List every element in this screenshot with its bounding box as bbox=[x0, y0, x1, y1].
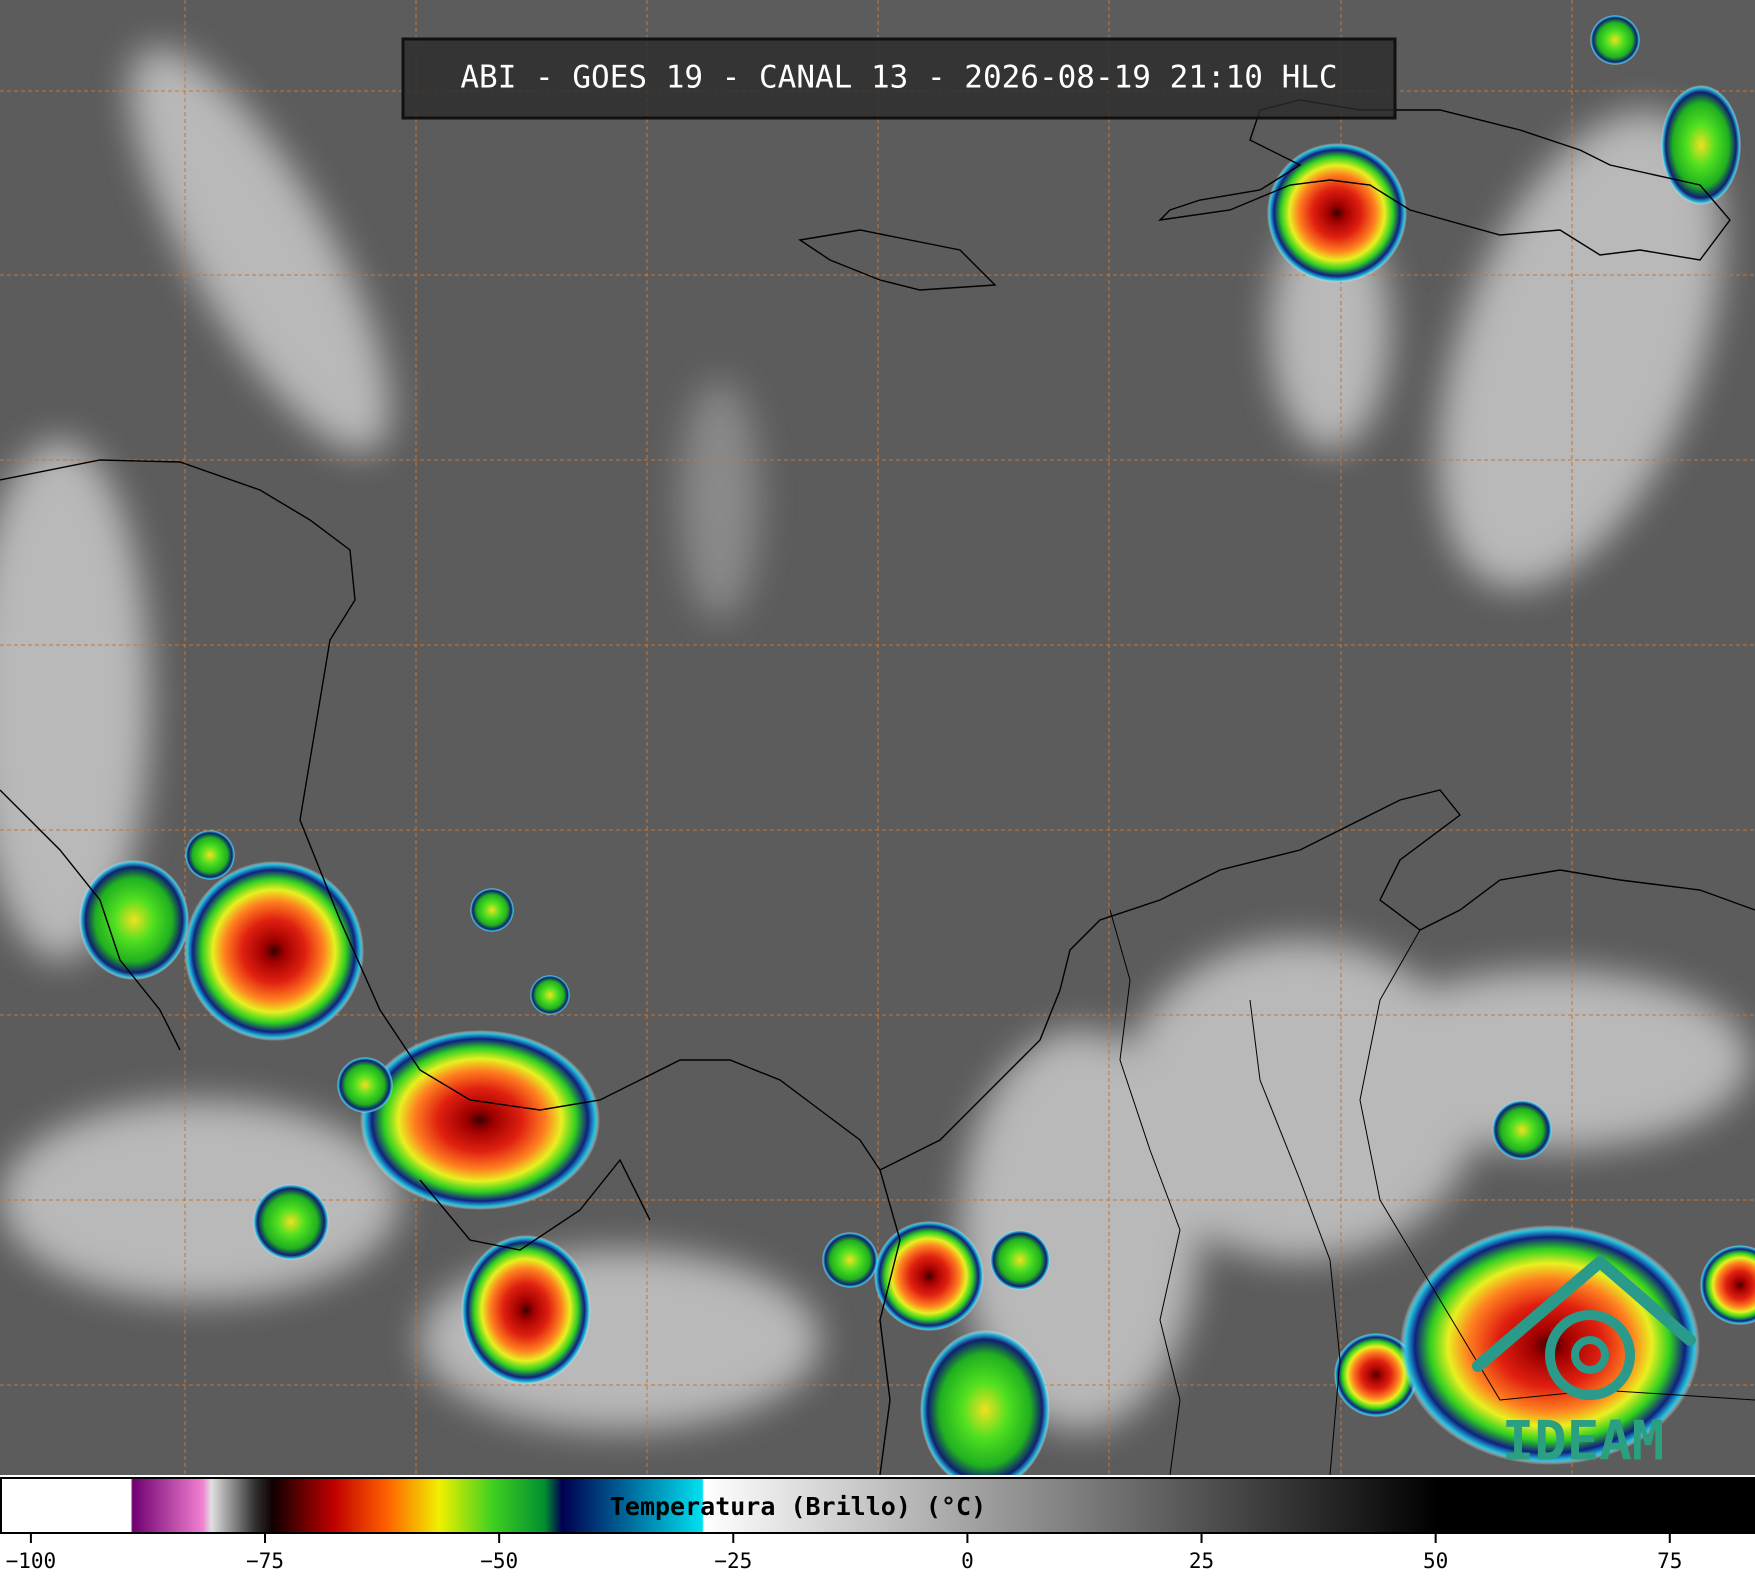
lat-lon-grid bbox=[0, 0, 1755, 1475]
tick-label: 0 bbox=[961, 1549, 974, 1573]
tick-label: 50 bbox=[1423, 1549, 1448, 1573]
logo: IDEAM bbox=[1472, 1254, 1696, 1473]
colorbar bbox=[0, 1477, 1755, 1534]
colorbar-label: Temperatura (Brillo) (°C) bbox=[610, 1492, 986, 1521]
tick-label: −100 bbox=[6, 1549, 57, 1573]
title-box: ABI - GOES 19 - CANAL 13 - 2026-08-19 21… bbox=[401, 37, 1397, 120]
tick-label: −25 bbox=[714, 1549, 752, 1573]
tick-label: −50 bbox=[480, 1549, 518, 1573]
title: ABI - GOES 19 - CANAL 13 - 2026-08-19 21… bbox=[460, 60, 1337, 96]
tick-label: 75 bbox=[1657, 1549, 1682, 1573]
coastlines bbox=[0, 99, 1755, 1476]
tick-label: −75 bbox=[246, 1549, 284, 1573]
colorbar-axis: −100 −75 −50 −25 0 25 50 75 bbox=[6, 1533, 1682, 1573]
tick-label: 25 bbox=[1189, 1549, 1214, 1573]
logo-text: IDEAM bbox=[1502, 1410, 1665, 1473]
